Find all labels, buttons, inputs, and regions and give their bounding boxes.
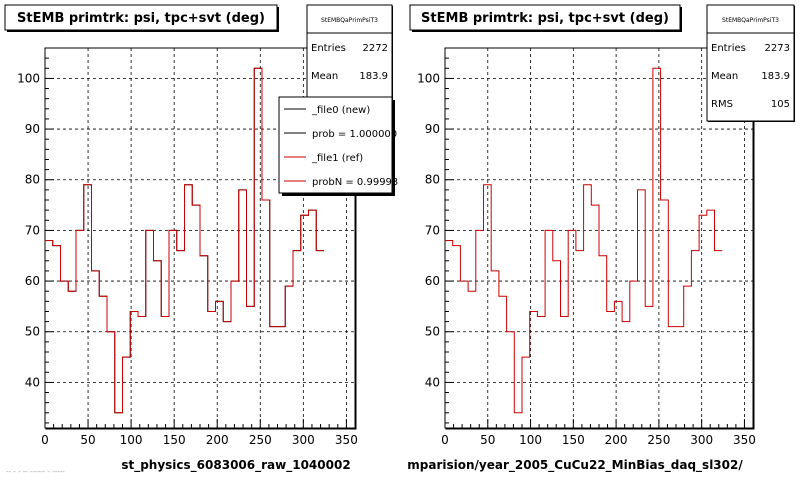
x-tick-label: 0 [41,433,49,447]
legend-entry-label: prob = 1.000000 [312,129,397,140]
x-tick-label: 200 [605,433,628,447]
title-box [4,4,278,31]
histogram-series-1 [445,67,723,414]
x-tick-label: 100 [519,433,542,447]
y-tick-label: 50 [425,325,440,339]
legend-entry-label: _file1 (ref) [311,153,363,164]
x-tick-label: 250 [647,433,670,447]
x-tick-label: 50 [480,433,495,447]
x-tick-label: 350 [733,433,756,447]
y-tick-label: 90 [425,122,440,136]
x-tick-label: 0 [441,433,449,447]
y-tick-label: 80 [25,173,40,187]
footer-text: -- - - -- ------ - ----- [6,468,65,476]
stats-label: Mean [311,71,338,82]
x-axis-caption: st_physics_6083006_raw_1040002 [121,458,350,473]
stats-box [306,4,393,109]
legend-entry-label: _file0 (new) [311,105,370,116]
x-tick-label: 300 [292,433,315,447]
x-tick-label: 350 [335,433,358,447]
y-tick-label: 90 [25,122,40,136]
stats-value: 183.9 [359,71,388,82]
stats-label: Entries [311,43,346,54]
x-tick-label: 100 [120,433,143,447]
histogram-series-2 [45,67,324,414]
chart-title: StEMB primtrk: psi, tpc+svt (deg) [17,11,265,26]
legend-box [278,96,393,194]
stats-value: 183.9 [761,71,790,82]
y-tick-label: 100 [417,71,440,85]
y-tick-label: 50 [25,325,40,339]
y-tick-label: 40 [25,375,40,389]
stats-label: Mean [711,71,738,82]
x-tick-label: 200 [206,433,229,447]
legend-entry-label: probN = 0.99993 [312,177,398,188]
stats-value: 2272 [363,43,388,54]
x-tick-label: 150 [163,433,186,447]
x-tick-label: 250 [249,433,272,447]
stats-value: 105 [771,99,790,110]
x-axis-caption: mparision/year_2005_CuCu22_MinBias_daq_s… [407,458,743,473]
y-tick-label: 70 [425,223,440,237]
y-tick-label: 40 [425,375,440,389]
y-tick-label: 70 [25,223,40,237]
stats-value: 2273 [765,43,790,54]
y-tick-label: 60 [425,274,440,288]
stats-box [706,4,795,122]
x-tick-label: 150 [562,433,585,447]
stats-label: RMS [711,99,733,110]
x-tick-label: 300 [690,433,713,447]
y-tick-label: 60 [25,274,40,288]
stats-header: StEMBQaPrimPsiT3 [722,17,779,24]
x-tick-label: 50 [80,433,95,447]
stats-header: StEMBQaPrimPsiT3 [321,17,378,24]
title-box [409,4,681,31]
y-tick-label: 100 [17,71,40,85]
chart-title: StEMB primtrk: psi, tpc+svt (deg) [421,11,669,26]
y-tick-label: 80 [425,173,440,187]
stats-label: Entries [711,43,746,54]
